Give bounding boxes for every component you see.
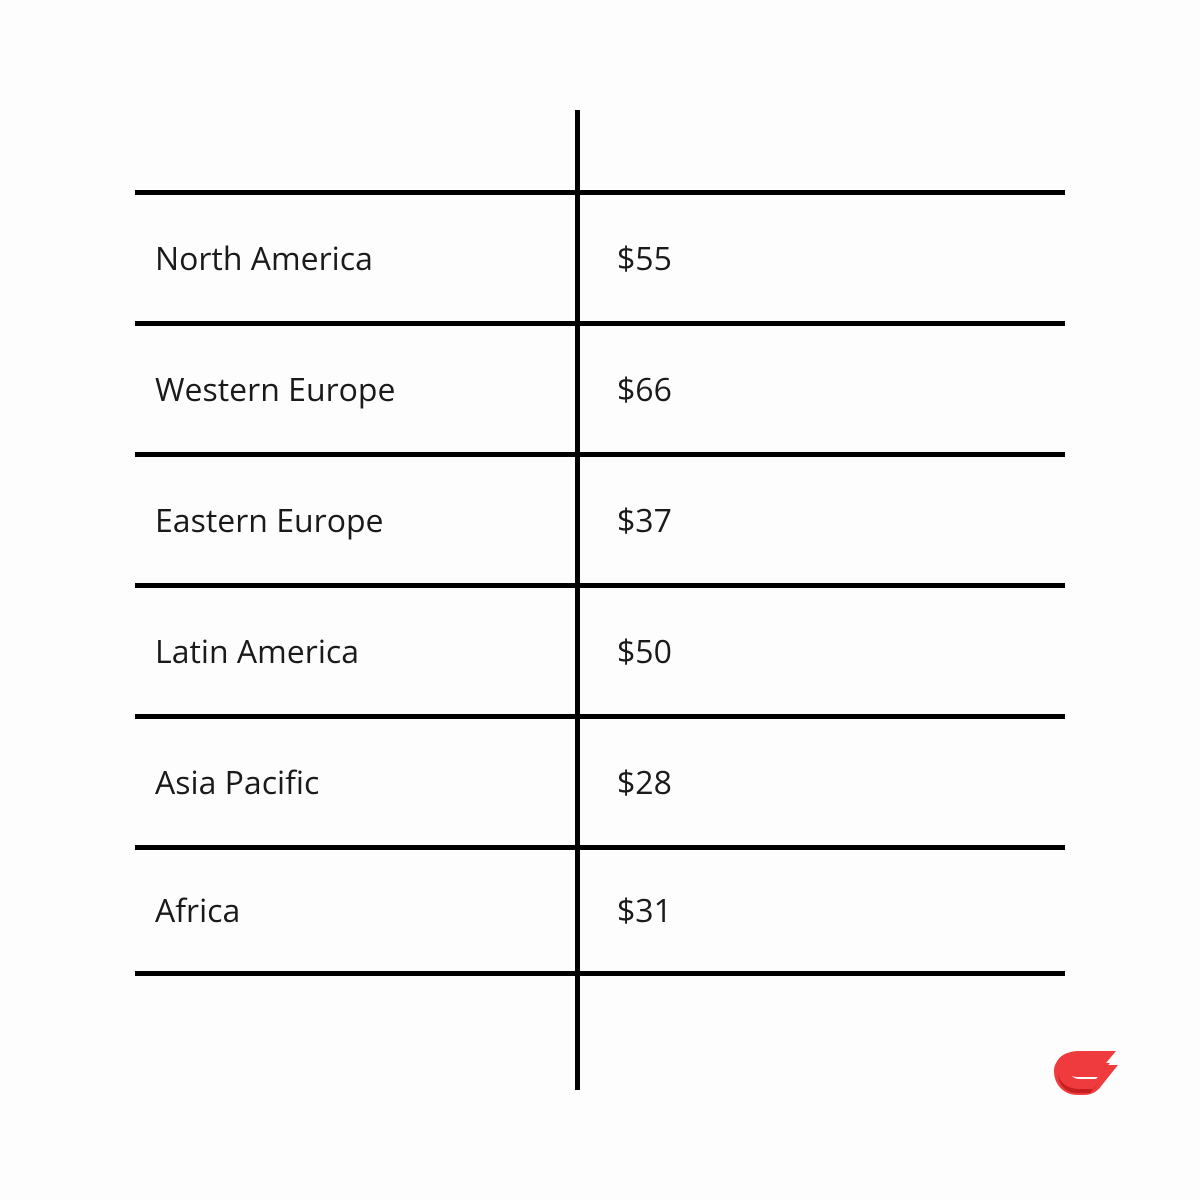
region-value: $66 — [575, 368, 672, 411]
table-row: Africa $31 — [135, 845, 1065, 976]
region-label: Latin America — [135, 630, 575, 673]
region-value: $31 — [575, 889, 672, 932]
region-label: Western Europe — [135, 368, 575, 411]
region-value: $37 — [575, 499, 672, 542]
table-rows: North America $55 Western Europe $66 Eas… — [135, 190, 1065, 976]
region-label: North America — [135, 237, 575, 280]
table-row: Asia Pacific $28 — [135, 714, 1065, 845]
region-label: Asia Pacific — [135, 761, 575, 804]
region-value: $55 — [575, 237, 672, 280]
table-row: North America $55 — [135, 190, 1065, 321]
region-label: Eastern Europe — [135, 499, 575, 542]
table-row: Latin America $50 — [135, 583, 1065, 714]
brand-logo-icon — [1048, 1049, 1120, 1105]
table-row: Western Europe $66 — [135, 321, 1065, 452]
region-label: Africa — [135, 889, 575, 932]
region-value: $50 — [575, 630, 672, 673]
pricing-table: North America $55 Western Europe $66 Eas… — [135, 110, 1065, 1090]
table-row: Eastern Europe $37 — [135, 452, 1065, 583]
region-value: $28 — [575, 761, 672, 804]
